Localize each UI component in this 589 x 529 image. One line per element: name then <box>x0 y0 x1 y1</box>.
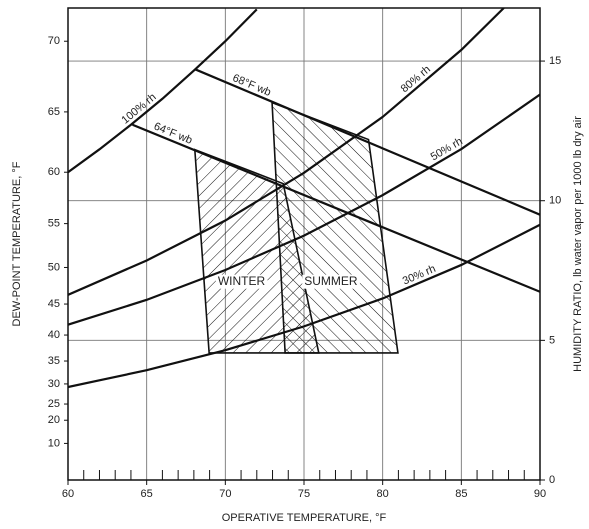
curve <box>195 68 540 216</box>
curves <box>68 8 540 389</box>
curve <box>68 93 540 326</box>
zone-label: WINTER <box>218 274 266 288</box>
zone-label-bg <box>302 274 360 289</box>
x-tick-label: 90 <box>534 488 546 500</box>
plot-frame <box>67 7 541 481</box>
x-tick-label: 65 <box>141 488 153 500</box>
curve <box>68 8 505 296</box>
y-tick-label: 20 <box>48 414 60 426</box>
zone-label: SUMMER <box>304 274 358 288</box>
y2-axis-title: HUMIDITY RATIO, lb water vapor per 1000 … <box>572 116 584 372</box>
y-tick-label: 25 <box>48 398 60 410</box>
y-tick-label: 70 <box>48 35 60 47</box>
y-tick-label: 10 <box>48 437 60 449</box>
y-tick-label: 35 <box>48 355 60 367</box>
x-tick-label: 75 <box>298 488 310 500</box>
y-tick-label: 40 <box>48 329 60 341</box>
zones <box>193 101 399 354</box>
curve <box>68 223 540 389</box>
curve-label: 68°F wb <box>231 72 273 99</box>
zone-label-bg <box>215 274 268 289</box>
curve <box>68 8 258 174</box>
y-tick-label: 45 <box>48 298 60 310</box>
y-tick-label: 50 <box>48 261 60 273</box>
y-tick-label: 55 <box>48 218 60 230</box>
y-tick-label: 60 <box>48 166 60 178</box>
x-tick-label: 85 <box>455 488 467 500</box>
y2-tick-label: 15 <box>549 55 561 67</box>
y2-tick-label: 10 <box>549 195 561 207</box>
y-tick-label: 65 <box>48 106 60 118</box>
x-tick-label: 70 <box>219 488 231 500</box>
y2-tick-label: 5 <box>549 334 555 346</box>
comfort-zone <box>271 101 399 354</box>
y-tick-label: 30 <box>48 378 60 390</box>
curve-label: 64°F wb <box>152 120 194 146</box>
x-tick-label: 80 <box>377 488 389 500</box>
y2-tick-label: 0 <box>549 474 555 486</box>
curve <box>132 123 540 293</box>
curve-label: 100% rh <box>119 91 158 126</box>
y-axis-title: DEW-POINT TEMPERATURE, °F <box>11 161 23 326</box>
x-tick-label: 60 <box>62 488 74 500</box>
x-axis-title: OPERATIVE TEMPERATURE, °F <box>222 512 387 524</box>
